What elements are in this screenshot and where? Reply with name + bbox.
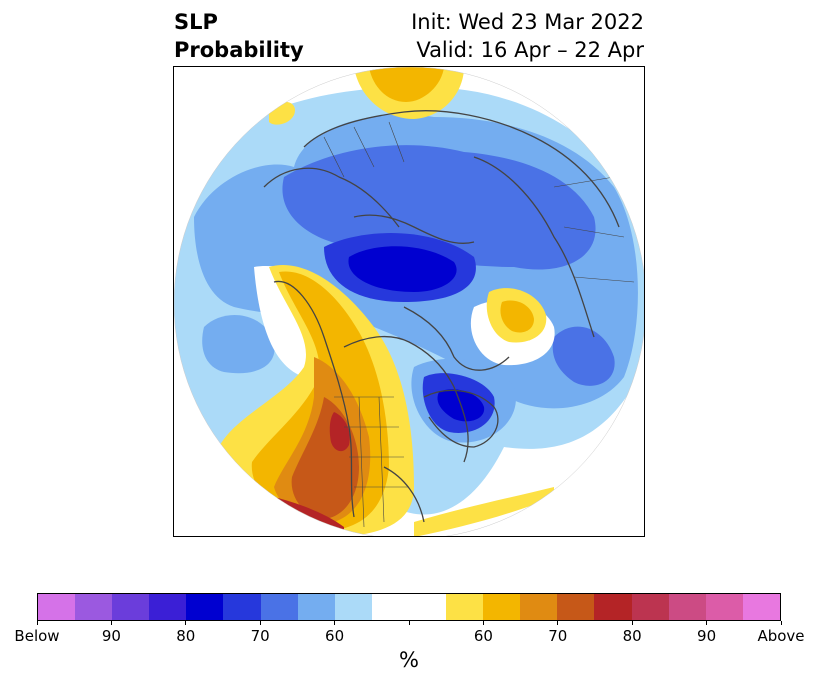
colorbar-swatch xyxy=(112,594,150,620)
colorbar-swatch xyxy=(520,594,558,620)
title-line-probability: Probability xyxy=(174,38,304,62)
map-title: SLP Probability xyxy=(174,8,304,64)
colorbar-swatch xyxy=(631,594,669,620)
colorbar-tick-label: 80 xyxy=(176,627,196,645)
colorbar-swatch xyxy=(668,594,706,620)
init-date: Init: Wed 23 Mar 2022 xyxy=(411,10,644,34)
above-region-top-mid xyxy=(369,67,444,102)
borders xyxy=(323,121,635,528)
below-region-mid-2 xyxy=(202,315,275,374)
colorbar-swatch xyxy=(75,594,113,620)
date-info: Init: Wed 23 Mar 2022 Valid: 16 Apr – 22… xyxy=(411,8,644,64)
colorbar-swatch xyxy=(742,594,780,620)
colorbar-tick-label: Below xyxy=(14,627,60,645)
above-region-atlantic-mid xyxy=(500,300,534,333)
colorbar-tick-label: 60 xyxy=(325,627,345,645)
colorbar-swatch xyxy=(371,594,409,620)
below-region-deepest xyxy=(348,246,457,292)
map-disc xyxy=(174,67,644,536)
colorbar xyxy=(37,593,781,621)
colorbar-swatch xyxy=(557,594,595,620)
above-region-red xyxy=(329,412,350,452)
colorbar-swatch xyxy=(408,594,447,620)
colorbar-tick-mark xyxy=(334,621,336,625)
colorbar-tick-label: 90 xyxy=(697,627,717,645)
colorbar-tick-mark xyxy=(36,621,38,625)
probability-map-svg xyxy=(174,67,644,536)
colorbar-swatch xyxy=(38,594,76,620)
colorbar-tick-label: 70 xyxy=(548,627,568,645)
valid-range: Valid: 16 Apr – 22 Apr xyxy=(416,38,644,62)
colorbar-tick-mark xyxy=(408,621,410,625)
below-region-dark-3 xyxy=(552,326,615,386)
colorbar-tick-mark xyxy=(110,621,112,625)
colorbar-tick-mark xyxy=(259,621,261,625)
colorbar-tick-mark xyxy=(631,621,633,625)
colorbar-tick-mark xyxy=(557,621,559,625)
colorbar-swatch xyxy=(260,594,298,620)
title-line-slp: SLP xyxy=(174,10,218,34)
colorbar-tick-label: 70 xyxy=(250,627,270,645)
colorbar-swatch xyxy=(223,594,261,620)
colorbar-swatch xyxy=(334,594,372,620)
colorbar-tick-label: 90 xyxy=(101,627,121,645)
colorbar-unit-label: % xyxy=(399,648,419,672)
colorbar-tick-mark xyxy=(482,621,484,625)
colorbar-swatch xyxy=(149,594,187,620)
polar-map xyxy=(173,66,645,537)
colorbar-swatch xyxy=(594,594,632,620)
colorbar-swatch xyxy=(186,594,224,620)
colorbar-tick-mark xyxy=(185,621,187,625)
colorbar-tick-mark xyxy=(780,621,782,625)
colorbar-swatch xyxy=(705,594,743,620)
colorbar-tick-mark xyxy=(706,621,708,625)
colorbar-tick-label: Above xyxy=(757,627,805,645)
colorbar-swatch xyxy=(297,594,335,620)
coastlines xyxy=(263,110,620,523)
colorbar-tick-label: 60 xyxy=(473,627,493,645)
colorbar-tick-label: 80 xyxy=(622,627,642,645)
above-region-southeast xyxy=(414,487,554,536)
colorbar-swatch xyxy=(483,594,521,620)
colorbar-swatch xyxy=(446,594,484,620)
